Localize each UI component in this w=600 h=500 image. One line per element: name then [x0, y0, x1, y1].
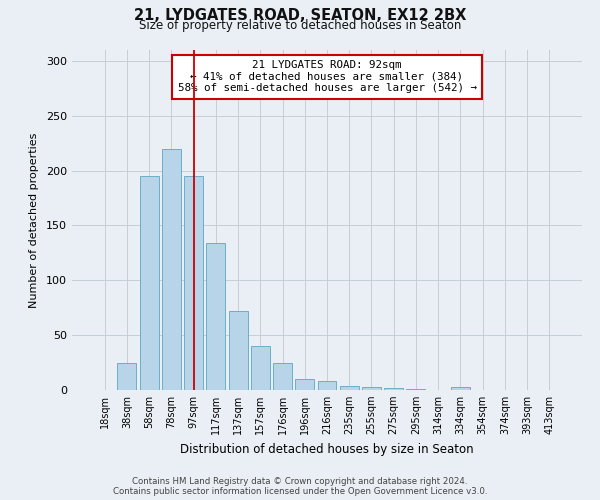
Text: Size of property relative to detached houses in Seaton: Size of property relative to detached ho… [139, 18, 461, 32]
Text: 21 LYDGATES ROAD: 92sqm
← 41% of detached houses are smaller (384)
58% of semi-d: 21 LYDGATES ROAD: 92sqm ← 41% of detache… [178, 60, 476, 94]
Bar [251, 346, 270, 390]
Bar [384, 388, 403, 390]
Text: 21, LYDGATES ROAD, SEATON, EX12 2BX: 21, LYDGATES ROAD, SEATON, EX12 2BX [134, 8, 466, 22]
Bar [295, 379, 314, 390]
Bar [451, 386, 470, 390]
Bar [340, 386, 359, 390]
Bar [140, 176, 158, 390]
Bar [206, 243, 225, 390]
X-axis label: Distribution of detached houses by size in Seaton: Distribution of detached houses by size … [180, 442, 474, 456]
Bar [184, 176, 203, 390]
Bar [162, 148, 181, 390]
Bar [317, 381, 337, 390]
Bar [362, 386, 381, 390]
Bar [118, 362, 136, 390]
Text: Contains HM Land Registry data © Crown copyright and database right 2024.
Contai: Contains HM Land Registry data © Crown c… [113, 476, 487, 496]
Bar [273, 362, 292, 390]
Bar [229, 311, 248, 390]
Y-axis label: Number of detached properties: Number of detached properties [29, 132, 39, 308]
Bar [406, 389, 425, 390]
